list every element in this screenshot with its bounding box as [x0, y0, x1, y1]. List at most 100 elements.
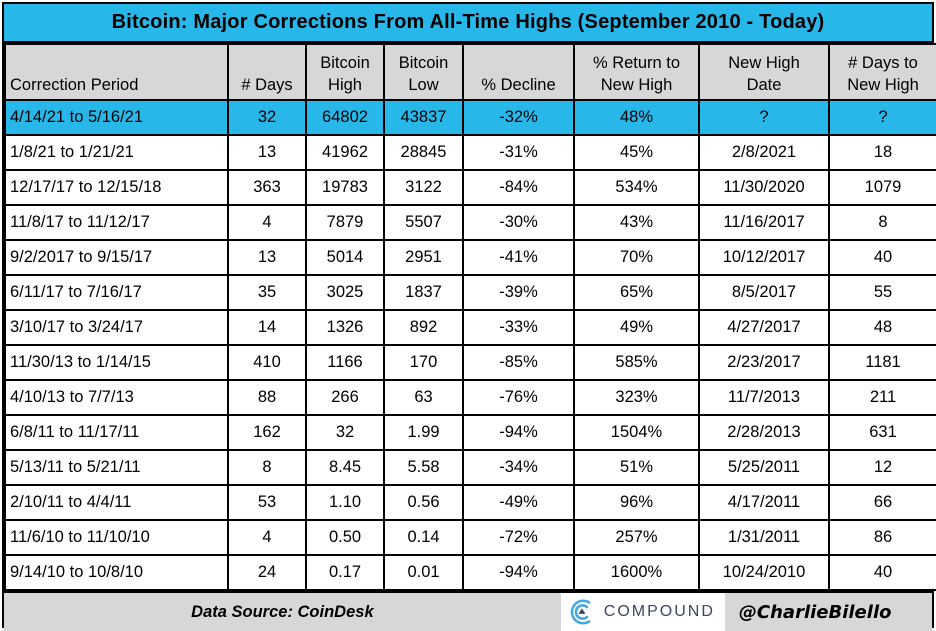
table-cell: 9/14/10 to 10/8/10: [4, 554, 229, 591]
table-cell: 70%: [573, 239, 700, 276]
table-row: 12/17/17 to 12/15/18 363 19783 3122 -84% 534%…: [4, 169, 936, 206]
table-cell: 11/16/2017: [698, 204, 830, 241]
table-cell: 3122: [383, 169, 464, 206]
table-row: 11/6/10 to 11/10/10 4 0.50 0.14 -72% 257% 1/31…: [4, 519, 936, 556]
table-cell: 10/12/2017: [698, 239, 830, 276]
table-cell: -84%: [462, 169, 575, 206]
corrections-table: Correction Period # Days Bitcoin High Bitco…: [4, 43, 936, 591]
table-cell: 4/27/2017: [698, 309, 830, 346]
table-cell: 2/8/2021: [698, 134, 830, 171]
table-cell: 19783: [305, 169, 385, 206]
table-cell: 6/11/17 to 7/16/17: [4, 274, 229, 311]
table-cell: 0.17: [305, 554, 385, 591]
table-cell: -41%: [462, 239, 575, 276]
table-cell: 11/30/13 to 1/14/15: [4, 344, 229, 381]
table-cell: 1.10: [305, 484, 385, 521]
table-cell: -94%: [462, 414, 575, 451]
table-cell: 4/10/13 to 7/7/13: [4, 379, 229, 416]
table-row: 3/10/17 to 3/24/17 14 1326 892 -33% 49% 4/27/2…: [4, 309, 936, 346]
table-cell: 1079: [828, 169, 936, 206]
table-cell: 40: [828, 554, 936, 591]
table-cell: 323%: [573, 379, 700, 416]
table-cell: -32%: [462, 99, 575, 136]
table-row: 9/14/10 to 10/8/10 24 0.17 0.01 -94% 1600% 10/…: [4, 554, 936, 591]
table-cell: 585%: [573, 344, 700, 381]
footer-band: Data Source: CoinDesk COMPOUND @CharlieB…: [4, 591, 932, 631]
table-cell: 0.50: [305, 519, 385, 556]
compound-wordmark: COMPOUND: [603, 603, 715, 620]
table-cell: -72%: [462, 519, 575, 556]
table-cell: 86: [828, 519, 936, 556]
table-cell: 3025: [305, 274, 385, 311]
compound-c-icon: [567, 597, 597, 627]
table-cell: 892: [383, 309, 464, 346]
table-row: 11/30/13 to 1/14/15 410 1166 170 -85% 585% 2/2…: [4, 344, 936, 381]
table-cell: 211: [828, 379, 936, 416]
table-cell: 1837: [383, 274, 464, 311]
table-cell: 48%: [573, 99, 700, 136]
table-cell: 1504%: [573, 414, 700, 451]
table-cell: 51%: [573, 449, 700, 486]
table-cell: 257%: [573, 519, 700, 556]
table-cell: -76%: [462, 379, 575, 416]
column-header: % Return to New High: [573, 43, 700, 101]
table-cell: 534%: [573, 169, 700, 206]
column-header: Bitcoin High: [305, 43, 385, 101]
table-cell: 8.45: [305, 449, 385, 486]
table-cell: 45%: [573, 134, 700, 171]
table-cell: 4: [227, 519, 307, 556]
column-header: # Days: [227, 43, 307, 101]
table-cell: 1326: [305, 309, 385, 346]
table-cell: 11/30/2020: [698, 169, 830, 206]
table-cell: 631: [828, 414, 936, 451]
table-cell: -34%: [462, 449, 575, 486]
table-row: 6/8/11 to 11/17/11 162 32 1.99 -94% 1504% 2/28…: [4, 414, 936, 451]
table-cell: 0.01: [383, 554, 464, 591]
table-cell: 12/17/17 to 12/15/18: [4, 169, 229, 206]
table-row: 5/13/11 to 5/21/11 8 8.45 5.58 -34% 51% 5/25/2…: [4, 449, 936, 486]
table-cell: 5/13/11 to 5/21/11: [4, 449, 229, 486]
table-cell: 11/8/17 to 11/12/17: [4, 204, 229, 241]
table-cell: 41962: [305, 134, 385, 171]
table-cell: 13: [227, 239, 307, 276]
table-cell: 65%: [573, 274, 700, 311]
table-cell: -94%: [462, 554, 575, 591]
table-cell: -30%: [462, 204, 575, 241]
table-cell: 55: [828, 274, 936, 311]
column-header: Bitcoin Low: [383, 43, 464, 101]
table-cell: 18: [828, 134, 936, 171]
table-cell: -33%: [462, 309, 575, 346]
page-title: Bitcoin: Major Corrections From All-Time…: [4, 4, 932, 43]
table-cell: 2/23/2017: [698, 344, 830, 381]
table-cell: 14: [227, 309, 307, 346]
table-cell: 4/17/2011: [698, 484, 830, 521]
table-header-row: Correction Period # Days Bitcoin High Bitco…: [4, 43, 936, 101]
table-cell: 28845: [383, 134, 464, 171]
column-header: % Decline: [462, 43, 575, 101]
table-cell: 1/8/21 to 1/21/21: [4, 134, 229, 171]
table-row: 4/14/21 to 5/16/21 32 64802 43837 -32% 48%??: [4, 99, 936, 136]
table-cell: 63: [383, 379, 464, 416]
table-cell: 43837: [383, 99, 464, 136]
table-cell: 12: [828, 449, 936, 486]
table-row: 6/11/17 to 7/16/17 35 3025 1837 -39% 65% 8/5/2…: [4, 274, 936, 311]
table-cell: 5014: [305, 239, 385, 276]
table-cell: 1.99: [383, 414, 464, 451]
table-cell: 11/6/10 to 11/10/10: [4, 519, 229, 556]
table-cell: 4: [227, 204, 307, 241]
table-cell: 64802: [305, 99, 385, 136]
table-cell: 10/24/2010: [698, 554, 830, 591]
table-cell: 1600%: [573, 554, 700, 591]
table-cell: 35: [227, 274, 307, 311]
table-cell: 9/2/2017 to 9/15/17: [4, 239, 229, 276]
table-cell: 410: [227, 344, 307, 381]
table-cell: 53: [227, 484, 307, 521]
table-cell: 2951: [383, 239, 464, 276]
table-cell: 32: [227, 99, 307, 136]
compound-logo: COMPOUND: [560, 593, 725, 631]
table-cell: 11/7/2013: [698, 379, 830, 416]
table-cell: 8: [227, 449, 307, 486]
table-cell: 40: [828, 239, 936, 276]
